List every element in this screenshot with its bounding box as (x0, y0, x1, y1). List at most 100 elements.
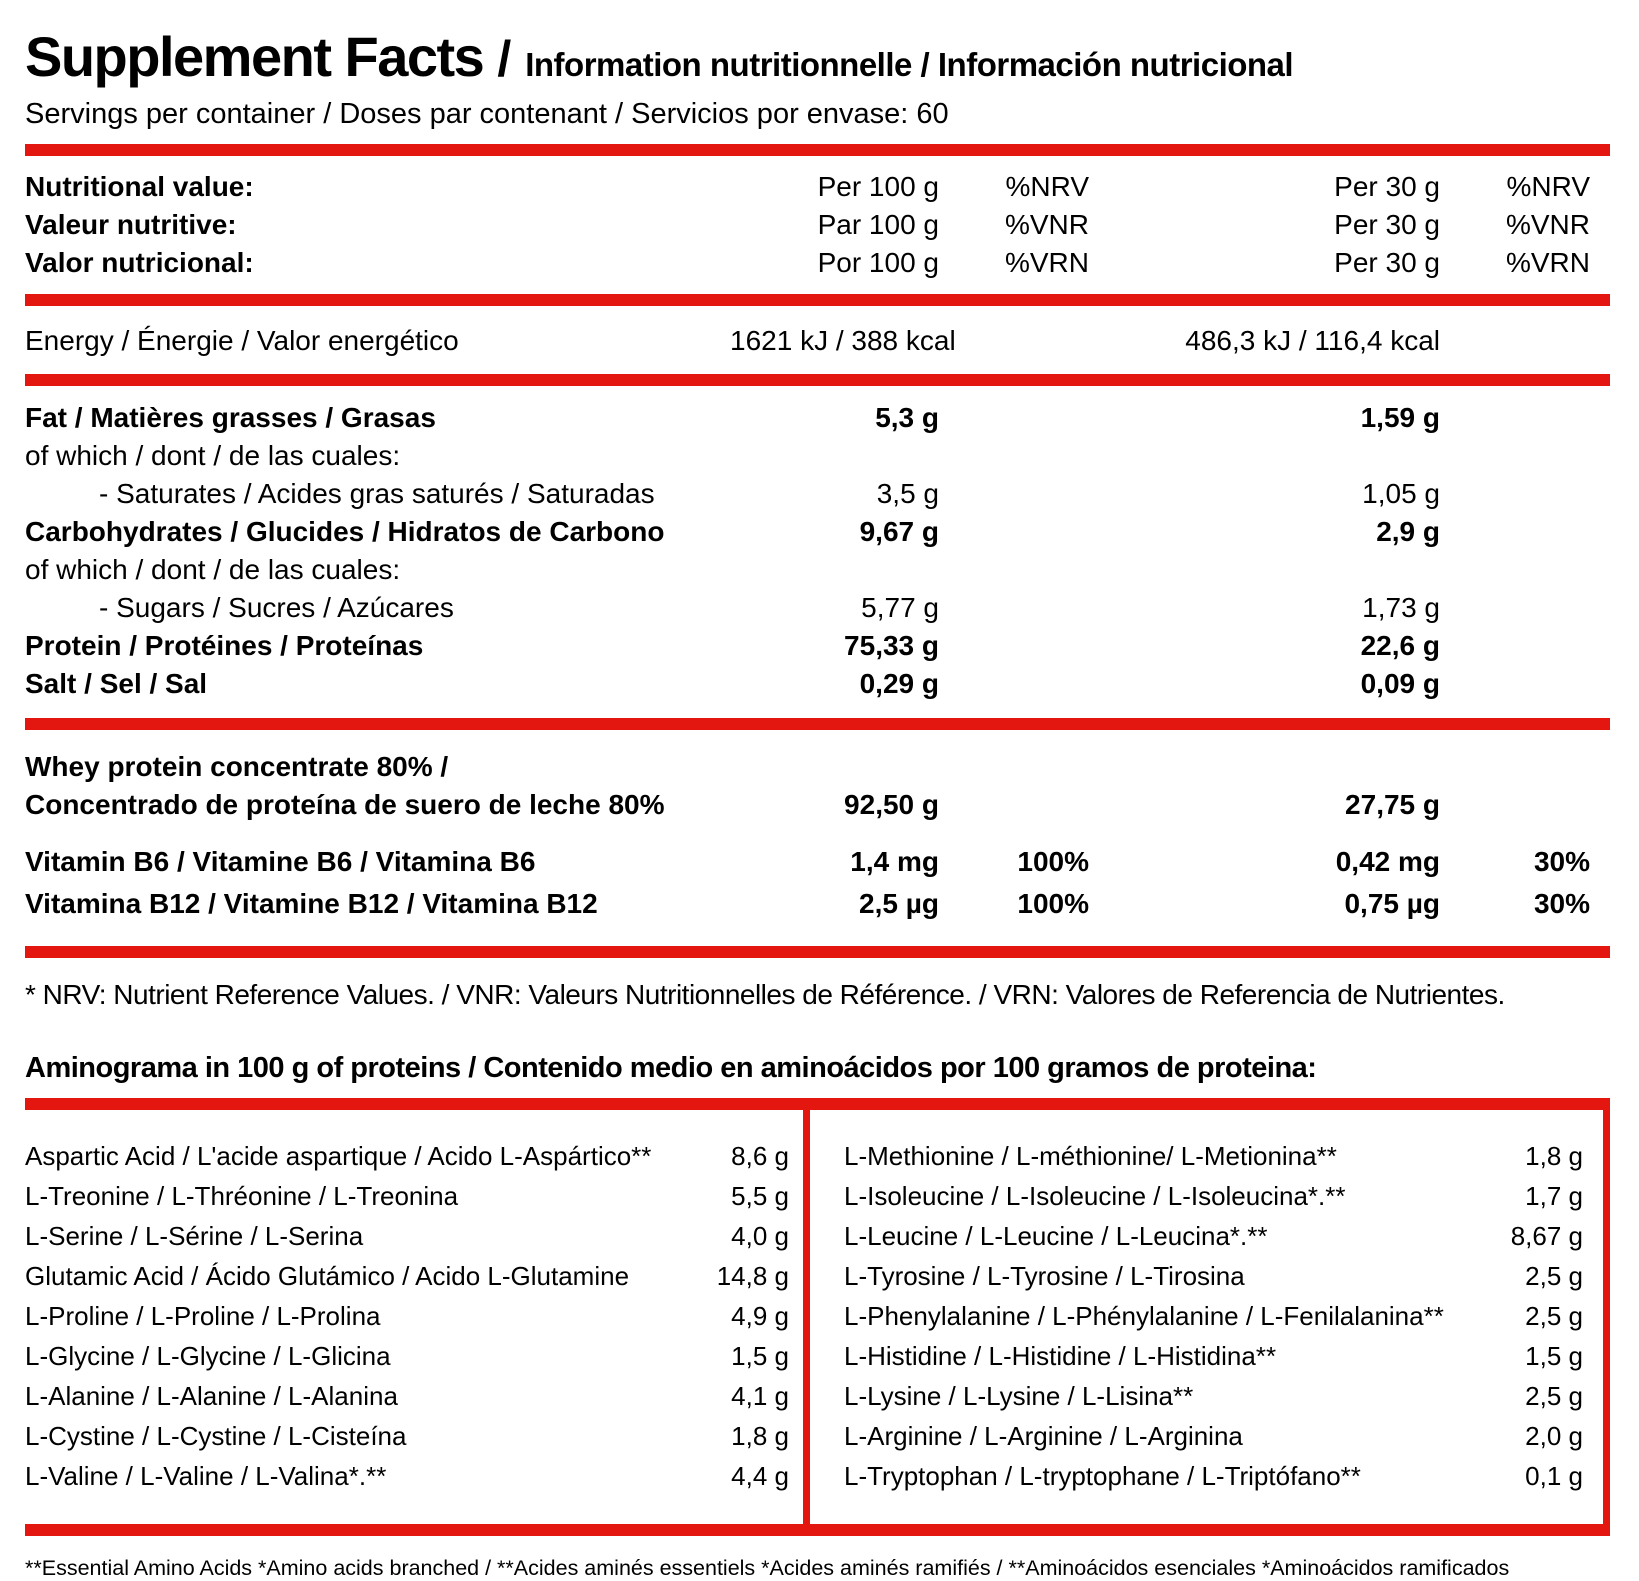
amino-value: 2,5 g (1525, 1261, 1583, 1291)
table-row: Salt / Sel / Sal 0,29 g 0,09 g (25, 665, 1610, 703)
table-row: - Saturates / Acides gras saturés / Satu… (25, 475, 1610, 513)
title-secondary: Information nutritionnelle / Información… (525, 46, 1294, 83)
spacer (939, 323, 1089, 359)
aminogram-heading: Aminograma in 100 g of proteins / Conten… (25, 1052, 1317, 1084)
energy-block: Energy / Énergie / Valor energético 1621… (25, 306, 1610, 374)
amino-value: 4,9 g (731, 1301, 789, 1331)
amino-column-right: L-Methionine / L-méthionine/ L-Metionina… (810, 1110, 1610, 1524)
whey-row: Whey protein concentrate 80% / Concentra… (25, 730, 1610, 824)
amino-label: Glutamic Acid / Ácido Glutámico / Acido … (25, 1261, 630, 1291)
vitamin-label: Vitamina B12 / Vitamine B12 / Vitamina B… (25, 888, 598, 919)
table-row: L-Methionine / L-méthionine/ L-Metionina… (844, 1136, 1583, 1176)
nutrient-label: - Saturates / Acides gras saturés / Satu… (99, 478, 655, 509)
energy-per-100g: 1621 kJ / 388 kcal (730, 325, 956, 356)
header-per-30g: Per 30 g (1334, 171, 1440, 202)
amino-value: 1,8 g (1525, 1141, 1583, 1171)
nrv-percent-100g: 100% (1017, 888, 1089, 919)
nutrient-label: of which / dont / de las cuales: (25, 440, 401, 471)
table-row: L-Histidine / L-Histidine / L-Histidina*… (844, 1336, 1583, 1376)
header-nrv-30g: %NRV (1506, 171, 1590, 202)
value-per-100g: 3,5 g (876, 478, 939, 509)
nrv-percent-30g (1440, 627, 1590, 665)
amino-label: L-Tyrosine / L-Tyrosine / L-Tirosina (844, 1261, 1245, 1291)
nrv-percent-30g (1440, 475, 1590, 513)
amino-value: 1,5 g (1525, 1341, 1583, 1371)
energy-row: Energy / Énergie / Valor energético 1621… (25, 323, 1610, 359)
whey-label-line2: Concentrado de proteína de suero de lech… (25, 789, 665, 820)
divider-bar (25, 1524, 1610, 1536)
table-row: L-Lysine / L-Lysine / L-Lisina** 2,5 g (844, 1376, 1583, 1416)
divider-bar (25, 946, 1610, 958)
table-row: L-Proline / L-Proline / L-Prolina 4,9 g (25, 1296, 789, 1336)
table-row: L-Alanine / L-Alanine / L-Alanina 4,1 g (25, 1376, 789, 1416)
nrv-percent-100g (939, 399, 1089, 437)
amino-value: 14,8 g (716, 1261, 789, 1291)
nrv-percent-100g (939, 627, 1089, 665)
amino-label: L-Lysine / L-Lysine / L-Lisina** (844, 1381, 1194, 1411)
table-row: L-Cystine / L-Cystine / L-Cisteína 1,8 g (25, 1416, 789, 1456)
amino-value: 8,6 g (731, 1141, 789, 1171)
value-per-30g: 22,6 g (1360, 630, 1440, 661)
amino-value: 5,5 g (731, 1181, 789, 1211)
nutrient-label: Salt / Sel / Sal (25, 668, 208, 699)
amino-label: Aspartic Acid / L'acide aspartique / Aci… (25, 1141, 652, 1171)
divider-bar (25, 294, 1610, 306)
header-label: Valeur nutritive: (25, 209, 237, 240)
amino-label: L-Isoleucine / L-Isoleucine / L-Isoleuci… (844, 1181, 1346, 1211)
table-row: L-Valine / L-Valine / L-Valina*.** 4,4 g (25, 1456, 789, 1496)
nrv-percent-100g (939, 665, 1089, 703)
value-per-30g (1089, 551, 1440, 589)
amino-label: L-Phenylalanine / L-Phénylalanine / L-Fe… (844, 1301, 1444, 1331)
nutrient-label: Fat / Matières grasses / Grasas (25, 402, 436, 433)
divider-bar (25, 1098, 1610, 1110)
table-row: Protein / Protéines / Proteínas 75,33 g … (25, 627, 1610, 665)
header-nrv-30g: %VRN (1505, 247, 1590, 278)
divider-bar (25, 144, 1610, 156)
spacer (1440, 323, 1590, 359)
value-per-100g: 92,50 g (844, 789, 939, 820)
header-per-30g: Per 30 g (1334, 247, 1440, 278)
value-per-100g: 5,77 g (861, 592, 939, 623)
divider-bar (25, 374, 1610, 386)
header-label: Valor nutricional: (25, 247, 254, 278)
nrv-percent-100g (939, 513, 1089, 551)
header-per-100g: Per 100 g (817, 171, 939, 202)
nutrient-label: of which / dont / de las cuales: (25, 554, 401, 585)
amino-value: 1,5 g (731, 1341, 789, 1371)
nrv-percent-100g (939, 551, 1089, 589)
value-per-30g: 1,59 g (1360, 402, 1440, 433)
table-row: L-Phenylalanine / L-Phénylalanine / L-Fe… (844, 1296, 1583, 1336)
table-row: L-Glycine / L-Glycine / L-Glicina 1,5 g (25, 1336, 789, 1376)
nrv-percent-30g (1440, 589, 1590, 627)
nrv-percent-100g: 100% (1017, 846, 1089, 877)
header-nrv-100g: %VNR (1004, 209, 1089, 240)
vitamin-label: Vitamin B6 / Vitamine B6 / Vitamina B6 (25, 846, 536, 877)
header-nrv-30g: %VNR (1505, 209, 1590, 240)
header-nrv-100g: %NRV (1005, 171, 1089, 202)
title-separator: / (497, 31, 512, 87)
column-header-row: Nutritional value: Per 100 g %NRV Per 30… (25, 168, 1610, 206)
table-row: L-Tyrosine / L-Tyrosine / L-Tirosina 2,5… (844, 1256, 1583, 1296)
amino-label: L-Proline / L-Proline / L-Prolina (25, 1301, 381, 1331)
nrv-percent-30g (1440, 551, 1590, 589)
divider-bar (25, 718, 1610, 730)
nutrient-table: Fat / Matières grasses / Grasas 5,3 g 1,… (25, 386, 1610, 718)
amino-value: 4,1 g (731, 1381, 789, 1411)
value-per-30g: 1,05 g (1362, 478, 1440, 509)
amino-value: 1,8 g (731, 1421, 789, 1451)
table-row: L-Arginine / L-Arginine / L-Arginina 2,0… (844, 1416, 1583, 1456)
table-row: of which / dont / de las cuales: (25, 437, 1610, 475)
title-primary: Supplement Facts (25, 25, 485, 88)
value-per-100g: 0,29 g (859, 668, 939, 699)
amino-value: 1,7 g (1525, 1181, 1583, 1211)
amino-label: L-Methionine / L-méthionine/ L-Metionina… (844, 1141, 1337, 1171)
amino-value: 2,5 g (1525, 1381, 1583, 1411)
nrv-percent-100g (939, 437, 1089, 475)
column-header-block: Nutritional value: Per 100 g %NRV Per 30… (25, 156, 1610, 294)
table-row: - Sugars / Sucres / Azúcares 5,77 g 1,73… (25, 589, 1610, 627)
value-per-100g: 9,67 g (859, 516, 939, 547)
value-per-100g (730, 437, 939, 475)
amino-value: 2,5 g (1525, 1301, 1583, 1331)
amino-value: 2,0 g (1525, 1421, 1583, 1451)
whey-label: Whey protein concentrate 80% / Concentra… (25, 748, 730, 824)
